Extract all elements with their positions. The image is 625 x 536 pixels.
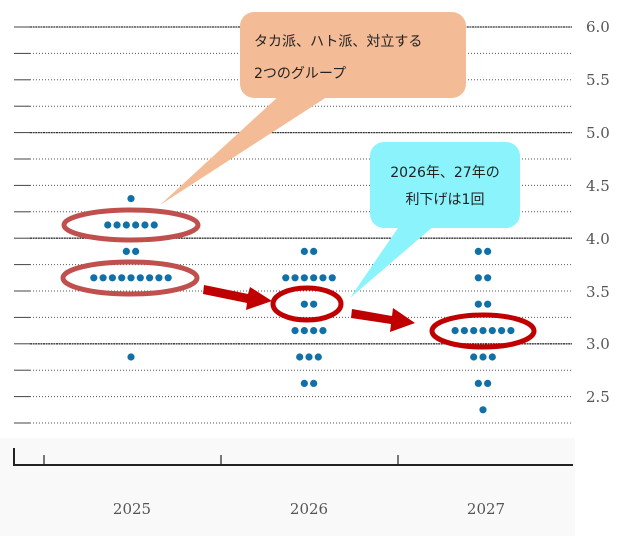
x-tick-label-2025: 2025: [113, 500, 151, 518]
dot: [104, 221, 112, 229]
ellipse-2025-3625: [60, 259, 200, 297]
y-tick-label: 6.0: [586, 18, 610, 36]
dot: [310, 274, 318, 282]
ellipse-2026-3375: [270, 285, 344, 323]
y-tick-label: 5.0: [586, 124, 610, 142]
ellipse-2025-4125: [61, 207, 201, 243]
dot: [164, 274, 172, 282]
dot: [300, 379, 308, 387]
dot: [127, 195, 135, 203]
dot: [99, 274, 107, 282]
dot: [474, 379, 482, 387]
dot: [113, 221, 121, 229]
dot: [155, 274, 163, 282]
dot: [484, 379, 492, 387]
dot: [150, 221, 158, 229]
y-tick-label: 4.0: [586, 230, 610, 248]
dot: [310, 327, 318, 335]
dot: [470, 327, 478, 335]
dot: [474, 247, 482, 255]
callout-hawk-dove-line2: 2つのグループ: [254, 66, 346, 82]
ellipse-2027-3125: [429, 312, 537, 350]
dot: [300, 247, 308, 255]
dot: [127, 353, 135, 361]
dot: [296, 353, 304, 361]
dot: [108, 274, 116, 282]
dot: [488, 327, 496, 335]
dot: [122, 221, 130, 229]
dot: [328, 274, 336, 282]
highlight-ellipses: [60, 207, 537, 350]
dot: [282, 274, 290, 282]
dot: [136, 274, 144, 282]
dot: [300, 274, 308, 282]
dot: [507, 327, 515, 335]
x-tick-label-2027: 2027: [467, 500, 505, 518]
callout-hawk-dove: タカ派、ハト派、対立する 2つのグループ: [160, 12, 466, 205]
dot: [132, 247, 140, 255]
dot: [479, 406, 487, 414]
dot: [291, 274, 299, 282]
dot: [498, 327, 506, 335]
callout-hawk-dove-line1: タカ派、ハト派、対立する: [254, 34, 422, 50]
y-tick-label: 4.5: [586, 177, 610, 195]
y-tick-label: 5.5: [586, 71, 610, 89]
y-tick-label: 3.5: [586, 283, 610, 301]
callout-one-cut: 2026年、27年の 利下げは1回: [350, 142, 520, 298]
dot: [479, 353, 487, 361]
y-tick-label: 2.5: [586, 388, 610, 406]
dot: [310, 300, 318, 308]
arrow-2026-to-2027: [351, 308, 415, 332]
dot: [314, 353, 322, 361]
dot: [141, 221, 149, 229]
dot: [291, 327, 299, 335]
axis-background: [0, 438, 575, 536]
dot: [470, 353, 478, 361]
dot: [319, 274, 327, 282]
dot: [474, 274, 482, 282]
dot: [484, 274, 492, 282]
dot: [310, 247, 318, 255]
y-axis-labels: 6.0 5.5 5.0 4.5 4.0 3.5 3.0 2.5: [586, 18, 610, 406]
dot: [90, 274, 98, 282]
dot: [127, 274, 135, 282]
x-axis: 2025 2026 2027: [13, 448, 573, 518]
dot: [300, 327, 308, 335]
dot: [484, 300, 492, 308]
dot: [460, 327, 468, 335]
arrow-2025-to-2026: [203, 285, 272, 310]
dot: [474, 300, 482, 308]
y-tick-label: 3.0: [586, 335, 610, 353]
callout-one-cut-line2: 利下げは1回: [406, 192, 485, 208]
callout-one-cut-line1: 2026年、27年の: [390, 165, 499, 181]
dot: [479, 327, 487, 335]
dots: [90, 195, 515, 414]
dot: [451, 327, 459, 335]
dot: [300, 300, 308, 308]
arrows: [203, 285, 415, 332]
dot: [146, 274, 154, 282]
dot: [305, 353, 313, 361]
dot: [319, 327, 327, 335]
dot: [488, 353, 496, 361]
dot: [310, 379, 318, 387]
dot: [118, 274, 126, 282]
dot: [484, 247, 492, 255]
dot: [122, 247, 130, 255]
dot: [132, 221, 140, 229]
x-tick-label-2026: 2026: [290, 500, 328, 518]
